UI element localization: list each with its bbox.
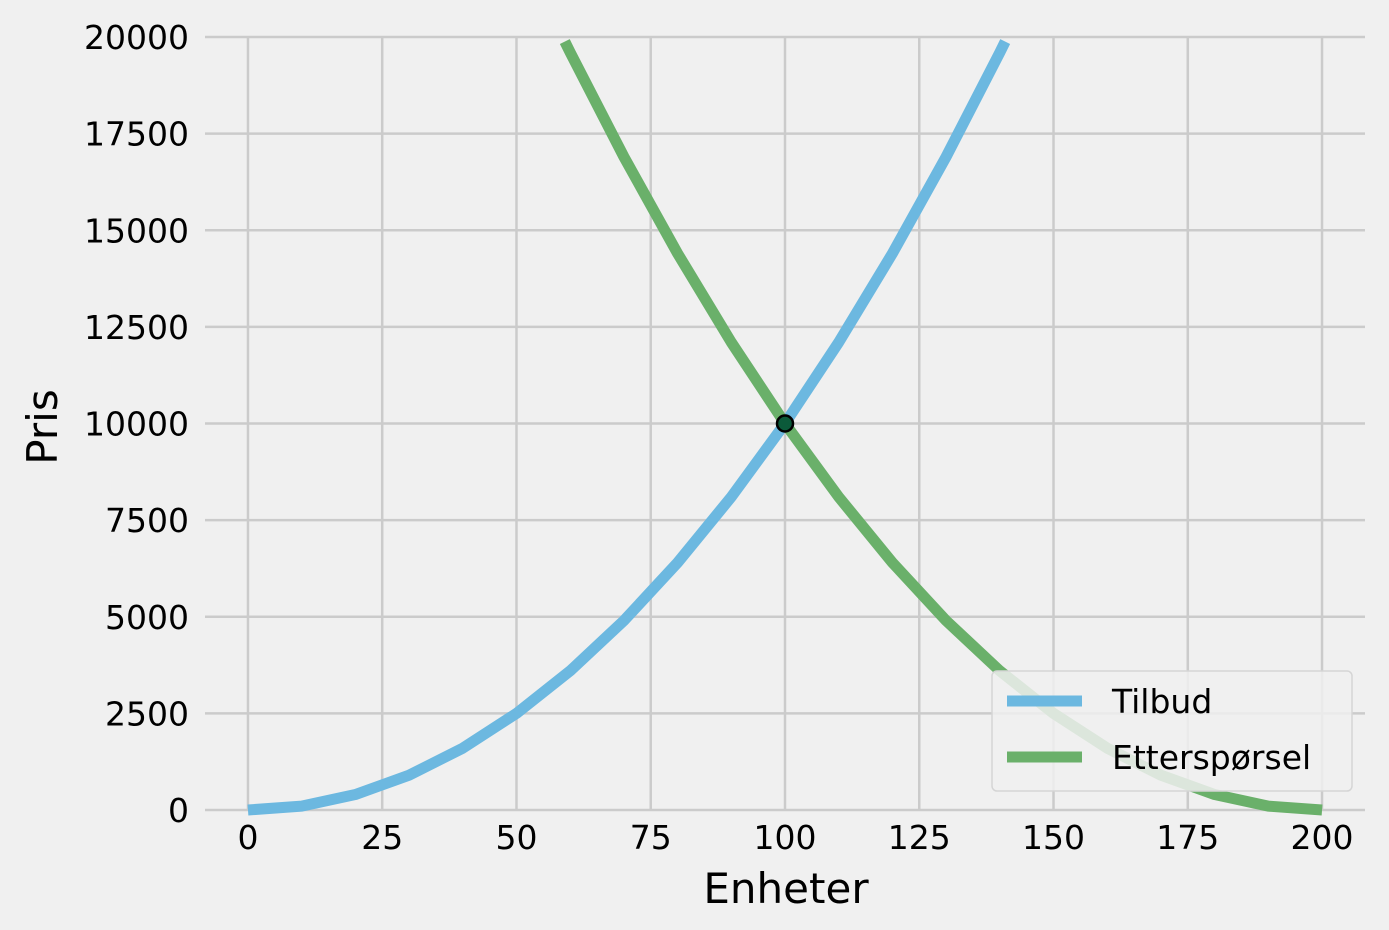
y-tick-label: 7500 xyxy=(105,501,189,540)
legend: Tilbud Etterspørsel xyxy=(991,670,1353,792)
x-tick-label: 175 xyxy=(1156,818,1219,857)
x-axis-label: Enheter xyxy=(703,864,869,913)
x-tick-label: 200 xyxy=(1291,818,1354,857)
legend-label-0: Tilbud xyxy=(1111,682,1212,721)
y-tick-label: 5000 xyxy=(105,598,189,637)
points-group xyxy=(775,414,795,433)
y-tick-label: 0 xyxy=(168,791,189,830)
x-tick-label: 150 xyxy=(1022,818,1085,857)
x-tick-label: 100 xyxy=(754,818,817,857)
grid xyxy=(205,35,1365,812)
y-tick-label: 17500 xyxy=(84,115,189,154)
y-tick-label: 15000 xyxy=(84,211,189,250)
x-tick-label: 0 xyxy=(237,818,258,857)
x-tick-label: 50 xyxy=(495,818,537,857)
series-line-0 xyxy=(247,39,1011,816)
x-tick-label: 75 xyxy=(630,818,672,857)
y-axis-ticks: 0 2500 5000 7500 10000 12500 15000 17500 20000 xyxy=(84,18,189,830)
x-tick-label: 125 xyxy=(888,818,951,857)
y-axis-label: Pris xyxy=(18,389,67,464)
x-axis-ticks: 0 25 50 75 100 125 150 175 200 xyxy=(237,818,1353,857)
y-tick-label: 10000 xyxy=(84,405,189,444)
y-tick-label: 12500 xyxy=(84,308,189,347)
legend-label-1: Etterspørsel xyxy=(1112,738,1311,777)
y-tick-label: 2500 xyxy=(105,694,189,733)
x-tick-label: 25 xyxy=(361,818,403,857)
y-tick-label: 20000 xyxy=(84,18,189,57)
equilibrium-point xyxy=(775,414,795,433)
